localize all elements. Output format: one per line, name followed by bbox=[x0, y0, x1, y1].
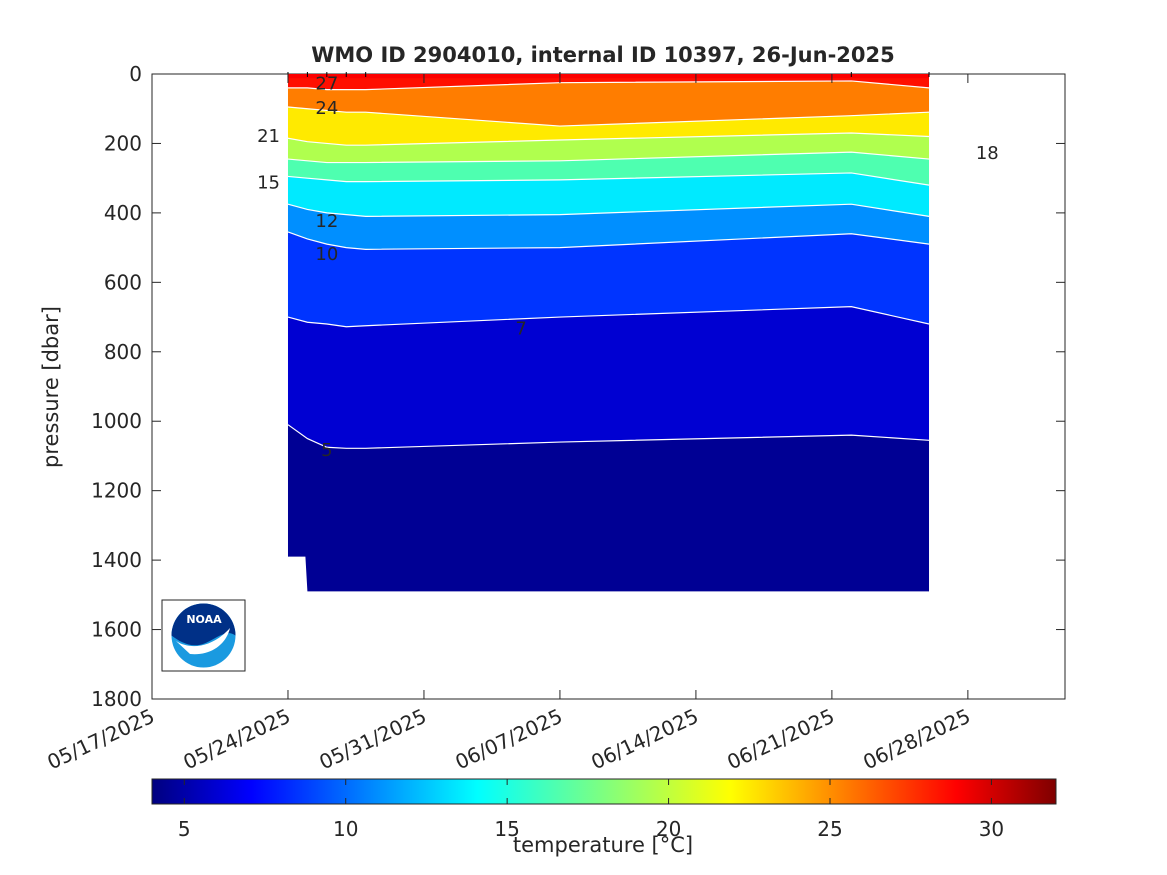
isotherm-27 bbox=[287, 80, 930, 91]
x-tick-label: 05/17/2025 bbox=[43, 704, 158, 774]
contour-label: 7 bbox=[515, 318, 526, 339]
x-tick-label: 06/21/2025 bbox=[723, 704, 838, 774]
x-tick-label: 06/28/2025 bbox=[859, 704, 974, 774]
colorbar-tick-label: 25 bbox=[817, 817, 842, 841]
y-axis: 0 200 400 600 800 1000 1200 1400 1600 1800 bbox=[91, 62, 1065, 711]
colorbar-tick-label: 15 bbox=[494, 817, 519, 841]
noaa-logo-text: NOAA bbox=[186, 613, 222, 626]
y-tick-label: 200 bbox=[104, 131, 142, 155]
isotherm-10 bbox=[287, 231, 930, 250]
colorbar-tick-label: 10 bbox=[333, 817, 358, 841]
x-tick-label: 06/07/2025 bbox=[451, 704, 566, 774]
y-tick-label: 1200 bbox=[91, 479, 142, 503]
isotherm-15 bbox=[287, 172, 930, 186]
colorbar-ticks: 5 10 15 20 25 30 bbox=[178, 779, 1004, 841]
isotherm-lines bbox=[287, 80, 930, 449]
contour-label: 21 bbox=[257, 126, 280, 147]
y-tick-label: 800 bbox=[104, 340, 142, 364]
y-tick-label: 1000 bbox=[91, 409, 142, 433]
isotherm-5 bbox=[287, 424, 930, 449]
y-tick-label: 400 bbox=[104, 201, 142, 225]
x-tick-label: 05/24/2025 bbox=[179, 704, 294, 774]
isotherm-21 bbox=[287, 132, 930, 146]
colorbar-tick-label: 20 bbox=[656, 817, 681, 841]
colorbar-tick-label: 5 bbox=[178, 817, 191, 841]
contour-label: 10 bbox=[315, 244, 338, 265]
temperature-band bbox=[287, 74, 930, 79]
chart-title: WMO ID 2904010, internal ID 10397, 26-Ju… bbox=[311, 43, 895, 67]
x-tick-label: 05/31/2025 bbox=[315, 704, 430, 774]
colorbar-tick-label: 30 bbox=[979, 817, 1004, 841]
contour-label: 18 bbox=[976, 143, 999, 164]
colorbar-label: temperature [°C] bbox=[513, 833, 693, 857]
contour-label: 15 bbox=[257, 173, 280, 194]
contour-label: 24 bbox=[315, 98, 338, 119]
y-tick-label: 1600 bbox=[91, 618, 142, 642]
temperature-field bbox=[287, 74, 930, 592]
x-tick-label: 06/14/2025 bbox=[587, 704, 702, 774]
y-tick-label: 1800 bbox=[91, 687, 142, 711]
isotherm-12 bbox=[287, 203, 930, 217]
isotherm-18 bbox=[287, 151, 930, 164]
y-tick-label: 600 bbox=[104, 270, 142, 294]
contour-label: 12 bbox=[315, 211, 338, 232]
contour-label: 27 bbox=[315, 74, 338, 95]
contour-label: 5 bbox=[321, 440, 332, 461]
y-axis-label: pressure [dbar] bbox=[39, 306, 63, 468]
temperature-band bbox=[287, 306, 930, 449]
contour-labels: 27 24 21 18 15 12 10 7 5 bbox=[257, 74, 999, 461]
colorbar bbox=[151, 778, 1057, 805]
y-tick-label: 0 bbox=[129, 62, 142, 86]
isotherm-24 bbox=[287, 106, 930, 127]
isotherm-7 bbox=[287, 306, 930, 328]
y-tick-label: 1400 bbox=[91, 548, 142, 572]
noaa-logo: NOAA bbox=[161, 599, 246, 672]
